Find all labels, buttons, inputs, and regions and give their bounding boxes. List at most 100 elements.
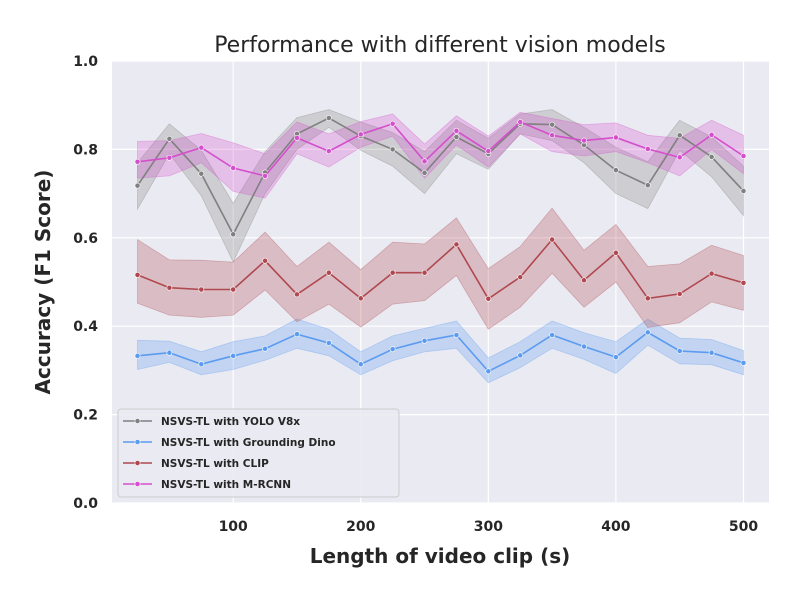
data-point xyxy=(294,291,300,298)
data-point xyxy=(357,361,364,368)
data-point xyxy=(708,131,715,138)
x-tick-label: 400 xyxy=(601,519,630,535)
data-point xyxy=(389,120,396,127)
data-point xyxy=(549,332,556,338)
data-point xyxy=(517,274,524,281)
data-point xyxy=(134,352,141,359)
chart-title: Performance with different vision models xyxy=(214,33,666,58)
data-point xyxy=(453,127,460,134)
data-point xyxy=(676,348,683,354)
data-point xyxy=(485,368,492,375)
legend-marker xyxy=(134,418,141,424)
data-point xyxy=(166,135,173,142)
data-point xyxy=(517,352,524,359)
x-axis-label: Length of video clip (s) xyxy=(310,544,571,568)
legend-label: NSVS-TL with YOLO V8x xyxy=(161,416,300,428)
data-point xyxy=(708,154,715,160)
data-point xyxy=(198,144,205,151)
data-point xyxy=(421,337,428,344)
data-point xyxy=(166,284,173,291)
data-point xyxy=(613,167,619,174)
y-tick-label: 0.8 xyxy=(73,142,98,158)
data-point xyxy=(198,286,205,293)
data-point xyxy=(581,343,587,350)
data-point xyxy=(676,291,683,297)
data-point xyxy=(708,270,715,277)
data-point xyxy=(134,272,141,278)
data-point xyxy=(134,182,141,189)
data-point xyxy=(644,182,651,189)
data-point xyxy=(613,249,619,256)
legend-label: NSVS-TL with M-RCNN xyxy=(161,479,291,491)
data-point xyxy=(613,134,619,141)
data-point xyxy=(549,121,556,128)
data-point xyxy=(325,269,332,276)
data-point xyxy=(166,154,173,161)
tick-layer: 0.0 0.2 0.4 0.6 0.8 1.0 100 200 300 400 500 xyxy=(73,54,758,535)
data-point xyxy=(230,352,237,359)
data-point xyxy=(421,158,428,165)
data-point xyxy=(740,188,747,194)
data-point xyxy=(740,359,747,366)
data-point xyxy=(134,158,141,165)
y-axis-label: Accuracy (F1 Score) xyxy=(31,170,55,395)
data-point xyxy=(294,135,300,141)
series-line xyxy=(137,238,744,300)
x-tick-label: 300 xyxy=(474,519,503,535)
legend-marker xyxy=(134,460,141,466)
legend: NSVS-TL with YOLO V8x NSVS-TL with Ground… xyxy=(117,408,400,498)
x-tick-label: 200 xyxy=(346,519,375,535)
confidence-band xyxy=(137,207,744,330)
data-point xyxy=(740,279,747,286)
legend-marker xyxy=(134,439,141,445)
data-point xyxy=(198,361,205,368)
data-point xyxy=(453,134,460,140)
data-point xyxy=(740,153,747,159)
data-point xyxy=(549,132,556,139)
data-point xyxy=(644,295,651,302)
data-point xyxy=(676,154,683,161)
series-line xyxy=(137,331,744,373)
confidence-band xyxy=(137,318,744,384)
data-point xyxy=(294,331,300,338)
legend-marker xyxy=(134,481,141,487)
data-point xyxy=(644,329,651,336)
data-point xyxy=(357,131,364,138)
data-point xyxy=(357,295,364,302)
data-point xyxy=(198,170,205,177)
data-point xyxy=(485,148,492,155)
data-point xyxy=(485,295,492,302)
data-point xyxy=(230,231,237,238)
legend-label: NSVS-TL with CLIP xyxy=(161,458,269,470)
data-point xyxy=(517,119,524,125)
legend-label: NSVS-TL with Grounding Dino xyxy=(161,437,336,449)
y-tick-label: 0.2 xyxy=(73,408,98,424)
data-point xyxy=(453,241,460,248)
data-point xyxy=(421,269,428,276)
series-line xyxy=(136,117,745,237)
data-point xyxy=(644,146,651,152)
line-layer xyxy=(134,115,747,375)
series-line xyxy=(137,121,744,177)
data-point xyxy=(325,115,332,121)
data-point xyxy=(676,132,683,139)
y-tick-label: 0.6 xyxy=(73,231,98,247)
x-tick-label: 100 xyxy=(219,519,248,535)
data-point xyxy=(230,286,237,293)
data-point xyxy=(262,173,268,179)
data-point xyxy=(581,137,587,144)
data-point xyxy=(389,346,396,353)
data-point xyxy=(262,345,268,352)
data-point xyxy=(230,165,237,171)
data-point xyxy=(325,340,332,346)
data-point xyxy=(389,269,396,276)
data-point xyxy=(166,349,173,356)
y-tick-label: 0.4 xyxy=(73,319,98,335)
data-point xyxy=(421,169,428,176)
y-tick-label: 1.0 xyxy=(73,54,98,70)
data-point xyxy=(262,257,268,264)
data-point xyxy=(613,354,619,361)
data-point xyxy=(708,349,715,356)
